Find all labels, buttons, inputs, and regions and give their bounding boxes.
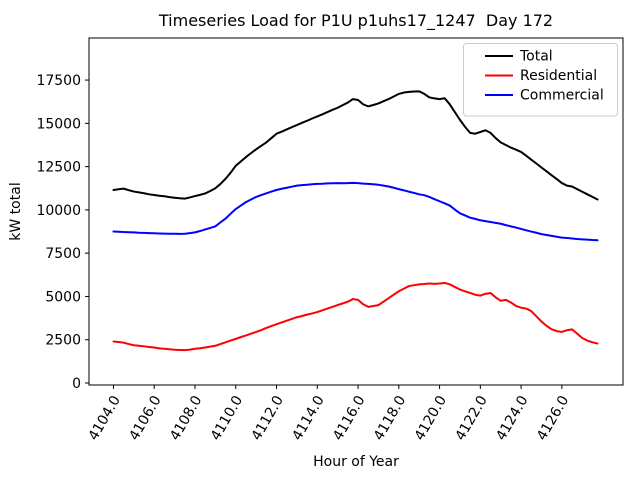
legend: Total Residential Commercial	[463, 43, 618, 117]
y-tick-label: 12500	[36, 160, 81, 176]
series-line-commercial	[112, 181, 599, 242]
y-tick-label: 2500	[45, 333, 81, 349]
y-tick-label: 17500	[36, 73, 81, 89]
y-tick-label: 10000	[36, 203, 81, 219]
y-tick-label: 0	[72, 376, 81, 392]
legend-label-commercial: Commercial	[520, 88, 604, 104]
x-axis-label: Hour of Year	[313, 454, 399, 470]
legend-box	[463, 43, 618, 117]
series-line-total	[112, 90, 599, 201]
series-line-residential	[112, 281, 599, 352]
y-tick-label: 7500	[45, 246, 81, 262]
y-tick-label: 15000	[36, 116, 81, 132]
y-tick-label: 5000	[45, 289, 81, 305]
legend-label-residential: Residential	[520, 68, 597, 84]
chart-title: Timeseries Load for P1U p1uhs17_1247 Day…	[158, 11, 553, 31]
plot-border	[88, 37, 624, 386]
legend-label-total: Total	[519, 49, 553, 65]
y-axis-label: kW total	[8, 182, 24, 240]
